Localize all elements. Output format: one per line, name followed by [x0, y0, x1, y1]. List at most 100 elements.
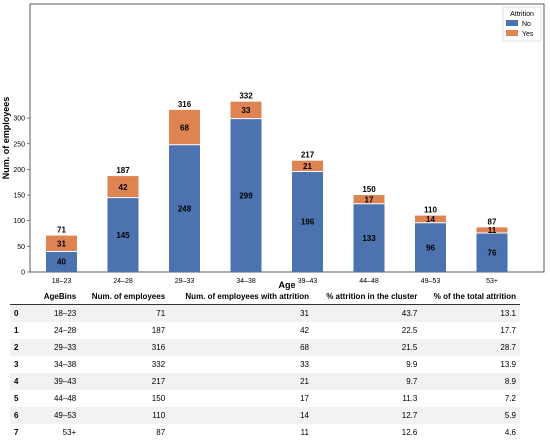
bar-no-2 [169, 144, 200, 272]
stacked-bar-chart: 40 31 71 145 42 187 248 68 316 299 33 332 196 21 217 13… [1, 3, 545, 290]
table-cell: 24–28 [53, 326, 77, 335]
x-tick-label-2: 29–33 [175, 278, 195, 285]
bar-no-7 [476, 233, 508, 272]
table-cell: 28.7 [500, 343, 516, 352]
table-cell: 12.6 [401, 428, 418, 437]
data-label-no-6: 96 [426, 243, 435, 252]
x-tick-label-3: 34–38 [236, 278, 256, 285]
legend-label-yes: Yes [522, 31, 534, 38]
table-cell: 217 [151, 377, 166, 386]
table-cell: 31 [300, 309, 309, 318]
data-label-total-0: 71 [57, 226, 66, 235]
table-cell: 39–43 [53, 377, 77, 386]
table-cell: 71 [156, 309, 166, 318]
bar-yes-3 [230, 101, 262, 119]
table-cell: 4.6 [504, 428, 516, 437]
x-tick-label-4: 39–43 [298, 278, 318, 285]
legend-swatch-yes [506, 30, 518, 36]
data-label-no-5: 133 [362, 234, 376, 243]
bar-yes-2 [169, 109, 200, 145]
table-cell: 21 [300, 377, 309, 386]
legend-swatch-no [506, 20, 518, 26]
y-tick-label-0: 0 [21, 270, 25, 277]
attrition-table: AgeBins Num. of employees Num. of employee… [10, 289, 520, 441]
data-label-total-3: 332 [239, 92, 253, 101]
table-cell: 42 [300, 326, 309, 335]
table-row: 4 39–43 217 21 9.7 8.9 [10, 373, 520, 390]
bar-yes-6 [415, 215, 446, 223]
table-cell: 9.7 [406, 377, 418, 386]
data-label-yes-1: 42 [119, 183, 128, 192]
table-cell: 9.9 [406, 360, 418, 369]
table-cell: 150 [151, 394, 166, 403]
table-cell: 43.7 [401, 309, 418, 318]
table-cell: 87 [156, 428, 166, 437]
bar-no-6 [415, 222, 446, 272]
legend-label-no: No [522, 21, 531, 28]
table-row: 5 44–48 150 17 11.3 7.2 [10, 390, 520, 407]
table-cell: 44–48 [53, 394, 77, 403]
bar-no-0 [46, 251, 77, 272]
table-cell: 2 [14, 343, 19, 352]
table-cell: 8.9 [504, 377, 516, 386]
table-header-4: % attrition in the cluster [312, 289, 422, 305]
table-cell: 187 [151, 326, 166, 335]
table-row: 3 34–38 332 33 9.9 13.9 [10, 356, 520, 373]
legend-title: Attrition [510, 11, 534, 18]
y-tick-label-6: 300 [13, 116, 25, 123]
table-cell: 11.3 [402, 394, 418, 403]
table-cell: 33 [300, 360, 309, 369]
table-header-3: Num. of employees with attrition [169, 289, 313, 305]
data-label-total-6: 110 [424, 206, 437, 215]
table-cell: 17 [300, 394, 309, 403]
bar-yes-4 [292, 160, 323, 172]
table-cell: 34–38 [53, 360, 77, 369]
table-cell: 7.2 [504, 394, 516, 403]
table-cell: 29–33 [53, 343, 77, 352]
table-row: 1 24–28 187 42 22.5 17.7 [10, 322, 520, 339]
data-label-no-3: 299 [239, 191, 253, 200]
data-label-no-0: 40 [57, 258, 66, 267]
table-cell: 53+ [62, 428, 77, 437]
table-cell: 14 [300, 411, 309, 420]
table-cell: 6 [14, 411, 19, 420]
y-tick-label-2: 100 [13, 218, 25, 225]
bar-no-4 [292, 171, 323, 272]
table-header-1: AgeBins [36, 289, 81, 305]
table-cell: 0 [14, 309, 19, 318]
bar-yes-5 [353, 195, 385, 204]
bar-yes-0 [46, 235, 77, 252]
data-label-yes-6: 14 [426, 215, 435, 224]
data-label-yes-7: 11 [488, 226, 497, 235]
data-label-total-1: 187 [116, 166, 130, 175]
data-label-total-5: 150 [362, 185, 376, 194]
bar-yes-1 [107, 176, 139, 198]
x-tick-label-0: 18–23 [52, 278, 72, 285]
table-cell: 13.9 [500, 360, 516, 369]
table-cell: 49–53 [53, 411, 77, 420]
table-cell: 1 [14, 326, 19, 335]
data-label-total-4: 217 [301, 151, 315, 160]
data-label-total-7: 87 [488, 217, 497, 226]
legend: Attrition No Yes [502, 6, 542, 42]
bar-yes-7 [476, 227, 508, 234]
table-cell: 21.5 [401, 343, 418, 352]
bar-no-5 [353, 203, 385, 272]
table-cell: 17.7 [500, 326, 516, 335]
table-cell: 316 [151, 343, 166, 352]
x-tick-label-5: 44–48 [359, 278, 379, 285]
data-label-no-2: 248 [178, 204, 192, 213]
x-axis-label: Age [278, 280, 295, 290]
data-label-no-4: 196 [301, 218, 315, 227]
x-tick-label-7: 53+ [486, 278, 498, 285]
x-tick-label-1: 24–28 [113, 278, 133, 285]
attrition-table-container: AgeBins Num. of employees Num. of employee… [10, 289, 520, 441]
data-label-yes-3: 33 [242, 106, 251, 115]
table-row: 6 49–53 110 14 12.7 5.9 [10, 407, 520, 424]
table-cell: 4 [14, 377, 19, 386]
table-cell: 68 [300, 343, 309, 352]
table-cell: 13.1 [500, 309, 516, 318]
table-cell: 5.9 [504, 411, 516, 420]
data-label-no-7: 76 [488, 249, 497, 258]
y-tick-label-1: 50 [17, 244, 25, 251]
